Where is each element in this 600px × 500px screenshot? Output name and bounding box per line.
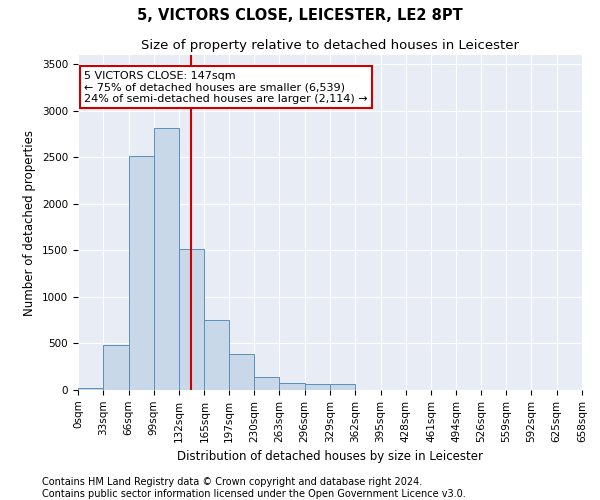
- Bar: [229, 354, 254, 390]
- Text: 5, VICTORS CLOSE, LEICESTER, LE2 8PT: 5, VICTORS CLOSE, LEICESTER, LE2 8PT: [137, 8, 463, 22]
- Bar: [103, 346, 128, 390]
- Bar: [179, 248, 205, 390]
- Text: 5 VICTORS CLOSE: 147sqm
← 75% of detached houses are smaller (6,539)
24% of semi: 5 VICTORS CLOSE: 147sqm ← 75% of detache…: [84, 71, 368, 104]
- Bar: [305, 384, 330, 390]
- Bar: [330, 384, 355, 390]
- Bar: [128, 156, 154, 390]
- Y-axis label: Number of detached properties: Number of detached properties: [23, 130, 37, 316]
- Bar: [78, 388, 103, 390]
- X-axis label: Distribution of detached houses by size in Leicester: Distribution of detached houses by size …: [177, 450, 483, 463]
- Bar: [154, 128, 179, 390]
- Bar: [254, 377, 280, 390]
- Bar: [205, 320, 229, 390]
- Title: Size of property relative to detached houses in Leicester: Size of property relative to detached ho…: [141, 40, 519, 52]
- Bar: [280, 382, 305, 390]
- Text: Contains HM Land Registry data © Crown copyright and database right 2024.
Contai: Contains HM Land Registry data © Crown c…: [42, 478, 466, 499]
